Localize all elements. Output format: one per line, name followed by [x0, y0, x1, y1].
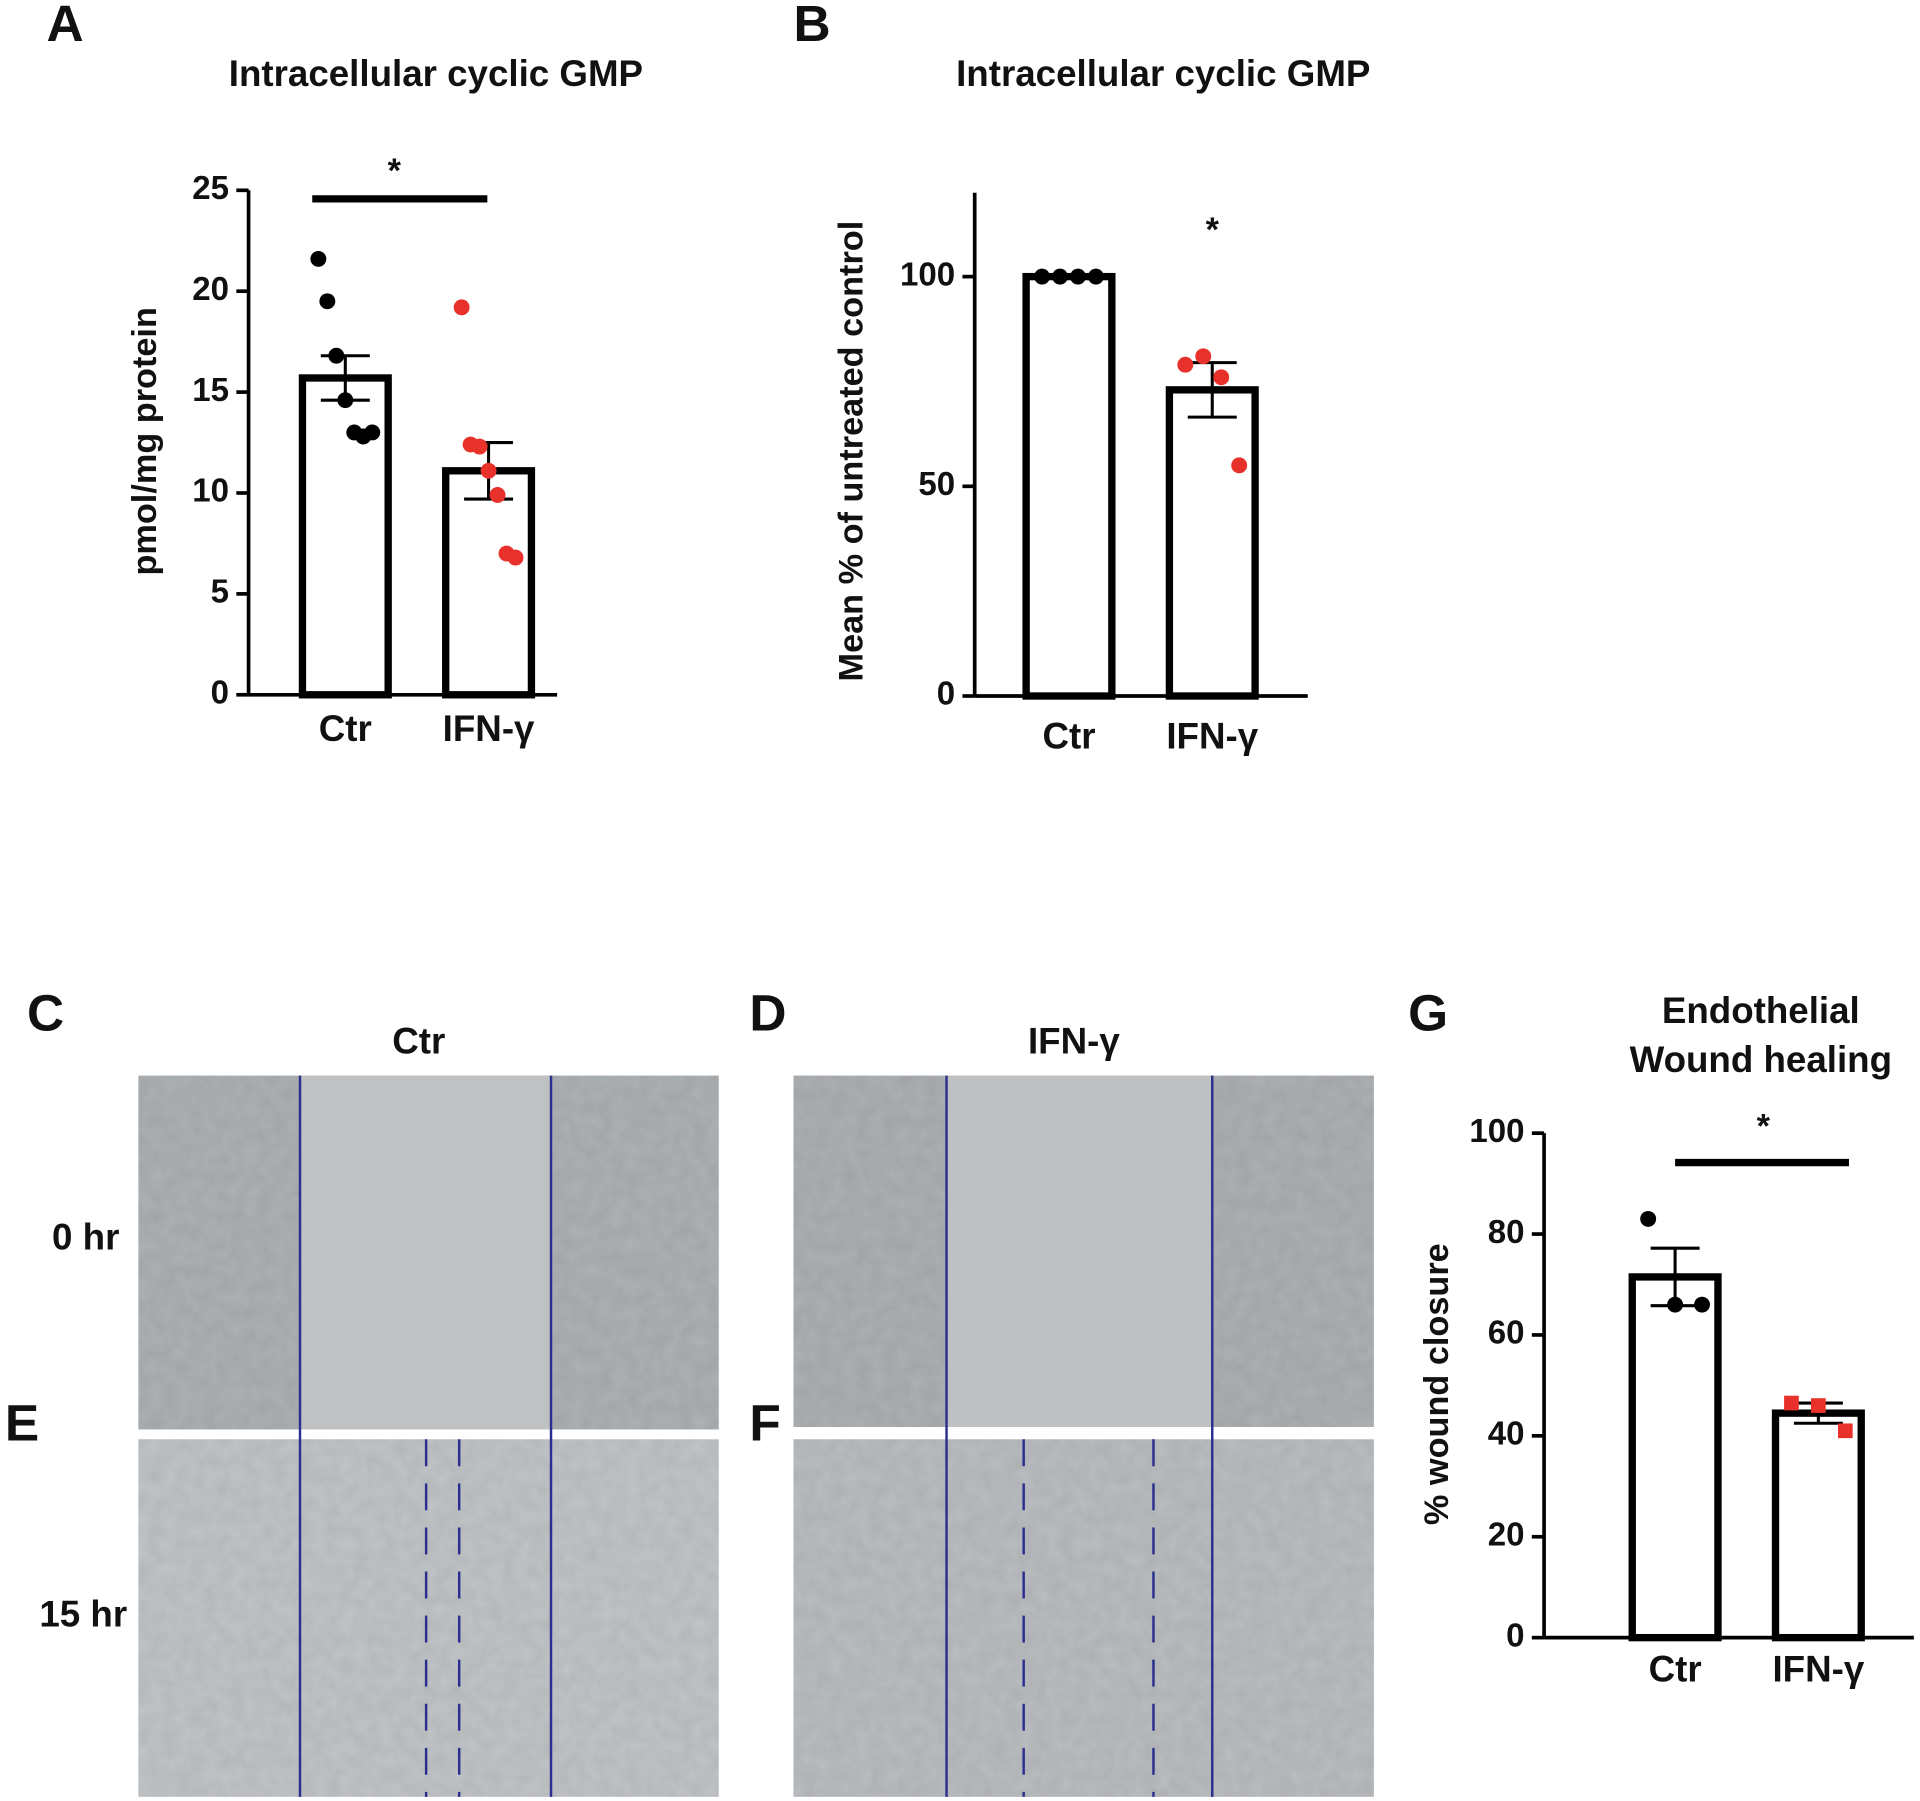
y-axis-label: % wound closure: [1418, 1243, 1456, 1525]
data-point: [1070, 268, 1086, 285]
panel-letter: A: [47, 0, 84, 52]
column-label: IFN-γ: [1028, 1020, 1120, 1061]
y-axis-label: Mean % of untreated control: [833, 221, 871, 682]
y-tick-label: 15: [192, 372, 229, 409]
chart-title: Intracellular cyclic GMP: [229, 53, 643, 94]
x-tick-label: IFN-γ: [1772, 1649, 1864, 1690]
microscopy: C D E F Ctr IFN-γ 0 hr 15 hr: [5, 983, 1374, 1797]
data-point: [453, 299, 470, 316]
data-point: [1087, 268, 1104, 285]
y-tick-label: 0: [1506, 1617, 1524, 1654]
chart-title: Wound healing: [1630, 1039, 1892, 1080]
x-tick-label: IFN-γ: [443, 708, 535, 749]
y-tick-label: 20: [192, 271, 229, 308]
bar: [442, 467, 536, 699]
data-point: [1177, 356, 1194, 373]
data-point: [507, 549, 524, 566]
image-e: [138, 1439, 719, 1797]
wound-edges: [298, 1075, 1214, 1797]
y-tick-label: 5: [211, 574, 229, 611]
data-point: [471, 438, 488, 455]
panel-letter: D: [749, 983, 786, 1041]
x-tick-label: IFN-γ: [1166, 716, 1258, 757]
data-point: [1837, 1423, 1853, 1439]
significance-label: *: [1757, 1107, 1771, 1145]
data-point: [1640, 1210, 1657, 1227]
x-tick-label: Ctr: [1649, 1649, 1702, 1690]
data-point: [1213, 369, 1230, 386]
bar: [1022, 272, 1116, 700]
data-point: [1811, 1398, 1826, 1413]
y-tick-label: 60: [1488, 1315, 1525, 1352]
y-tick-label: 100: [900, 256, 955, 293]
panel-letter: G: [1408, 983, 1448, 1041]
y-tick-label: 0: [937, 676, 955, 713]
data-point: [319, 293, 336, 310]
bar: [1165, 386, 1259, 700]
panel-letter: C: [27, 983, 64, 1041]
wound-area: [300, 1075, 552, 1430]
panel-letter: E: [5, 1394, 39, 1452]
x-tick-label: Ctr: [319, 708, 372, 749]
y-tick-label: 40: [1488, 1416, 1525, 1453]
y-tick-label: 25: [192, 170, 229, 207]
y-tick-label: 20: [1488, 1516, 1525, 1553]
significance-label: *: [1206, 211, 1220, 249]
chart-title: Endothelial: [1662, 990, 1860, 1031]
data-point: [328, 347, 345, 364]
panel-letter: F: [749, 1394, 780, 1452]
y-tick-label: 10: [192, 473, 229, 510]
data-point: [364, 424, 381, 441]
error-bar: [1187, 361, 1237, 419]
y-tick-label: 50: [918, 466, 955, 503]
y-tick-label: 100: [1469, 1113, 1524, 1150]
bar: [1771, 1409, 1865, 1642]
chart-title: Intracellular cyclic GMP: [956, 53, 1370, 94]
row-label: 0 hr: [52, 1216, 119, 1257]
data-point: [489, 487, 506, 503]
y-tick-label: 80: [1488, 1214, 1525, 1251]
x-tick-label: Ctr: [1042, 716, 1095, 757]
data-point: [337, 392, 354, 409]
data-point: [1231, 457, 1248, 474]
image-f: [793, 1439, 1374, 1797]
data-point: [1667, 1296, 1684, 1313]
panel-letter: B: [793, 0, 830, 52]
bar: [1628, 1273, 1722, 1642]
data-point: [1694, 1296, 1710, 1313]
wound-area: [946, 1075, 1213, 1428]
data-point: [1052, 268, 1068, 285]
significance-label: *: [388, 152, 402, 190]
data-point: [1034, 268, 1050, 285]
y-axis-label: pmol/mg protein: [126, 307, 164, 575]
column-label: Ctr: [392, 1020, 445, 1061]
data-point: [480, 462, 497, 479]
row-label: 15 hr: [39, 1594, 127, 1635]
data-point: [1195, 348, 1212, 365]
y-tick-label: 0: [211, 675, 229, 712]
data-point: [1784, 1395, 1799, 1411]
data-point: [310, 250, 327, 267]
